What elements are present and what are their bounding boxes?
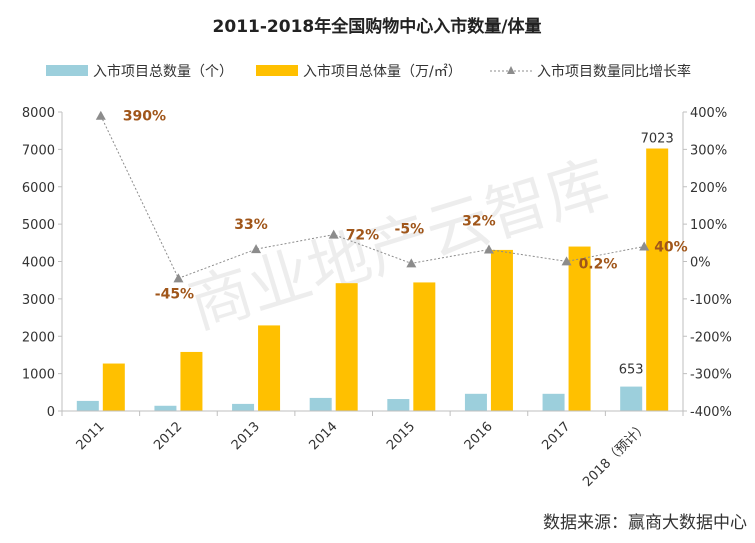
y-left-tick-label: 2000 (22, 330, 55, 345)
bar-count (542, 393, 565, 411)
legend-swatch-count (46, 65, 88, 76)
y-left-tick-label: 4000 (22, 256, 55, 271)
x-tick-label: 2012 (151, 419, 185, 453)
x-tick-label: 2014 (307, 419, 341, 453)
y-left-tick-label: 5000 (22, 218, 55, 233)
bar-volume (413, 282, 436, 411)
data-label-count-2018: 653 (619, 363, 644, 378)
chart-title: 2011-2018年全国购物中心入市数量/体量 (213, 16, 542, 37)
bar-volume (102, 363, 125, 411)
growth-marker (561, 256, 572, 266)
legend-marker-growth (507, 66, 515, 74)
growth-label: -5% (395, 221, 425, 237)
y-left-tick-label: 0 (47, 405, 55, 420)
x-tick-label: 2016 (462, 419, 496, 453)
legend-label-count: 入市项目总数量（个） (93, 63, 233, 80)
y-left-tick-label: 1000 (22, 368, 55, 383)
bar-volume (490, 249, 513, 411)
x-tick-label: 2015 (384, 419, 418, 453)
y-right-tick-label: 200% (690, 181, 727, 196)
y-right-tick-label: -400% (690, 405, 732, 420)
y-right-tick-label: 300% (690, 143, 727, 158)
y-right-tick-label: -300% (690, 368, 732, 383)
bar-volume (646, 148, 669, 411)
data-label-volume-2018: 7023 (641, 132, 674, 147)
bar-count (76, 400, 99, 411)
bar-volume (258, 325, 281, 411)
bar-count (309, 397, 332, 411)
growth-label: 72% (346, 228, 380, 244)
labels-group: 653 7023 390% -45% 33% 72% -5% 32% 0.2% 40% (123, 109, 688, 378)
data-source: 数据来源：赢商大数据中心 (543, 513, 747, 533)
legend-label-volume: 入市项目总体量（万/㎡） (303, 63, 462, 80)
x-tick-label: 2017 (539, 419, 573, 453)
growth-label: 32% (462, 214, 496, 230)
legend: 入市项目总数量（个） 入市项目总体量（万/㎡） 入市项目数量同比增长率 (46, 63, 691, 80)
bar-volume (335, 283, 358, 411)
bar-count (232, 403, 255, 411)
bar-count (620, 386, 643, 411)
legend-label-growth: 入市项目数量同比增长率 (537, 63, 691, 80)
y-left-tick-label: 7000 (22, 143, 55, 158)
y-right-tick-label: 400% (690, 106, 727, 121)
axes-group: 0 1000 2000 3000 4000 5000 6000 7000 8000 -400% -3… (22, 106, 732, 490)
growth-label: 0.2% (579, 256, 618, 272)
y-right-tick-label: -100% (690, 293, 732, 308)
growth-marker (95, 110, 106, 120)
growth-marker (406, 258, 417, 268)
growth-label: 33% (234, 217, 268, 233)
bar-count (387, 399, 410, 411)
y-right-tick-label: 100% (690, 218, 727, 233)
growth-label: 390% (123, 109, 166, 125)
x-tick-label: 2018（预计） (580, 419, 651, 490)
growth-marker (173, 273, 184, 283)
bar-count (154, 405, 177, 411)
growth-marker (251, 244, 262, 254)
growth-marker (328, 229, 339, 239)
watermark: 商业地产云智库 (181, 146, 617, 343)
y-left-tick-label: 8000 (22, 106, 55, 121)
x-tick-label: 2011 (74, 419, 108, 453)
x-tick-label: 2013 (229, 419, 263, 453)
growth-line-group (95, 110, 650, 283)
y-left-tick-label: 3000 (22, 293, 55, 308)
y-right-tick-label: 0% (690, 256, 711, 271)
growth-label: -45% (155, 286, 194, 302)
legend-swatch-volume (256, 65, 298, 76)
growth-marker (639, 241, 650, 251)
y-left-tick-label: 6000 (22, 181, 55, 196)
bar-volume (180, 351, 203, 411)
growth-marker (483, 244, 494, 254)
growth-line (100, 115, 645, 279)
y-right-tick-label: -200% (690, 330, 732, 345)
bar-count (464, 393, 487, 411)
bars-group (76, 148, 669, 411)
bar-volume (568, 246, 591, 411)
growth-label: 40% (654, 240, 688, 256)
